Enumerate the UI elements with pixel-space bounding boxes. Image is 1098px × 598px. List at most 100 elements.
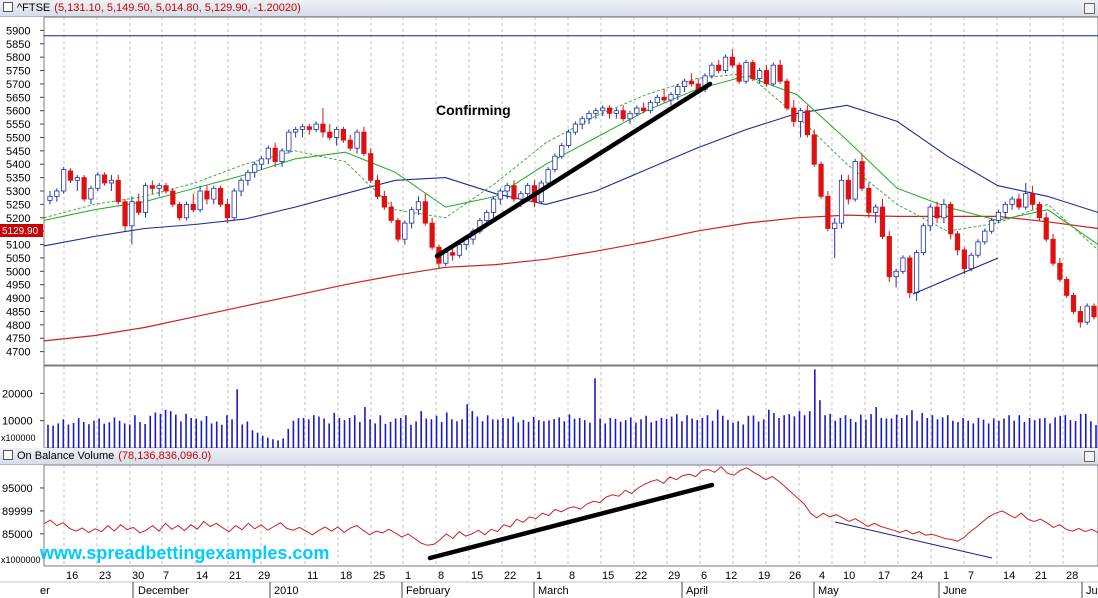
obv-title: On Balance Volume — [17, 450, 115, 462]
candle-body — [231, 190, 237, 219]
x-day-label: 14 — [1003, 570, 1015, 582]
x-month-label: Ju — [1086, 585, 1098, 597]
candle-body — [716, 64, 722, 71]
x-day-label: 11 — [307, 570, 318, 582]
candle-body — [354, 131, 360, 149]
candle-body — [252, 163, 258, 173]
price-tick-label: 5850 — [6, 39, 30, 51]
candle-body — [791, 107, 797, 122]
candle-body — [1070, 294, 1077, 312]
candle-body — [961, 249, 967, 270]
candle-body — [770, 64, 776, 85]
candle-body — [954, 233, 961, 251]
candlesticks — [47, 49, 1097, 328]
current-price-label: 5129.90 — [2, 226, 39, 237]
confirming-annotation: Confirming — [436, 102, 511, 118]
x-day-label: 28 — [1066, 570, 1078, 582]
ma-10-line — [43, 72, 1098, 251]
x-day-label: 7 — [968, 570, 974, 582]
candle-body — [429, 222, 435, 248]
volume-tick-label: 20000 — [2, 388, 33, 400]
panel-close-button[interactable] — [1084, 3, 1095, 14]
x-day-label: 1 — [943, 570, 949, 582]
candle-body — [183, 203, 190, 219]
candle-body — [654, 96, 660, 104]
candle-body — [907, 257, 913, 294]
volume-tick-label: 10000 — [2, 416, 33, 428]
candle-body — [518, 193, 524, 200]
candle-body — [299, 126, 306, 130]
x-day-label: 26 — [789, 570, 801, 582]
x-month-label: April — [686, 585, 708, 597]
candle-body — [381, 195, 387, 208]
candle-body — [95, 174, 101, 189]
obv-collapse-box[interactable] — [3, 450, 13, 460]
x-month-label: 2010 — [274, 585, 298, 597]
price-tick-label: 5300 — [6, 186, 30, 198]
panel-collapse-box[interactable] — [3, 2, 13, 12]
candle-body — [606, 107, 613, 114]
candle-body — [873, 206, 879, 213]
candle-body — [279, 150, 285, 162]
candle-body — [402, 222, 408, 240]
obv-trendlines — [427, 482, 993, 561]
candle-body — [108, 179, 115, 184]
price-tick-label: 5000 — [6, 266, 30, 278]
candle-body — [572, 123, 579, 133]
candle-body — [115, 179, 121, 203]
candle-body — [1057, 262, 1063, 280]
candle-body — [866, 187, 872, 213]
x-day-label: 1 — [536, 570, 542, 582]
candle-body — [484, 212, 490, 221]
price-tick-label: 5450 — [6, 146, 30, 158]
candle-body — [681, 80, 688, 88]
volume-unit-label: x100000 — [1, 433, 36, 443]
obv-tick-label: 85000 — [2, 529, 33, 541]
x-day-label: 7 — [163, 570, 169, 582]
candle-body — [497, 190, 503, 200]
obv-divergence-trendline — [834, 521, 993, 559]
candle-body — [415, 201, 422, 211]
candle-body — [190, 203, 196, 211]
x-day-label: 21 — [229, 570, 241, 582]
candle-body — [388, 206, 394, 221]
price-tick-label: 5200 — [6, 213, 30, 225]
candle-body — [211, 187, 217, 200]
volume-bars — [47, 369, 1097, 448]
candle-body — [593, 110, 599, 114]
obv-close-button[interactable] — [1084, 451, 1095, 462]
candle-body — [641, 107, 647, 112]
candle-body — [675, 86, 681, 96]
candle-body — [511, 185, 517, 200]
candle-body — [258, 158, 265, 165]
candle-body — [54, 190, 60, 197]
x-day-label: 23 — [99, 570, 111, 582]
x-day-label: 16 — [66, 570, 78, 582]
price-tick-label: 4850 — [6, 306, 30, 318]
obv-line — [43, 466, 1098, 546]
candle-body — [989, 220, 995, 232]
candle-body — [1043, 217, 1049, 240]
x-day-label: 18 — [340, 570, 352, 582]
candle-body — [368, 153, 374, 181]
x-day-label: 12 — [725, 570, 737, 582]
candle-body — [245, 171, 251, 181]
candle-body — [634, 107, 640, 114]
candle-body — [982, 230, 988, 243]
candle-body — [449, 252, 456, 256]
x-day-label: 17 — [878, 570, 890, 582]
candle-body — [620, 110, 626, 120]
x-day-label: 25 — [373, 570, 385, 582]
candle-body — [845, 179, 851, 200]
candle-body — [552, 155, 558, 170]
price-tick-label: 5900 — [6, 25, 30, 37]
candle-body — [934, 206, 940, 219]
candle-body — [1050, 238, 1056, 264]
candle-body — [668, 94, 674, 101]
candle-body — [1077, 311, 1083, 323]
candle-body — [129, 201, 135, 227]
candle-body — [832, 222, 838, 229]
candle-body — [722, 56, 729, 71]
candle-body — [968, 254, 974, 270]
x-day-label: 19 — [758, 570, 770, 582]
